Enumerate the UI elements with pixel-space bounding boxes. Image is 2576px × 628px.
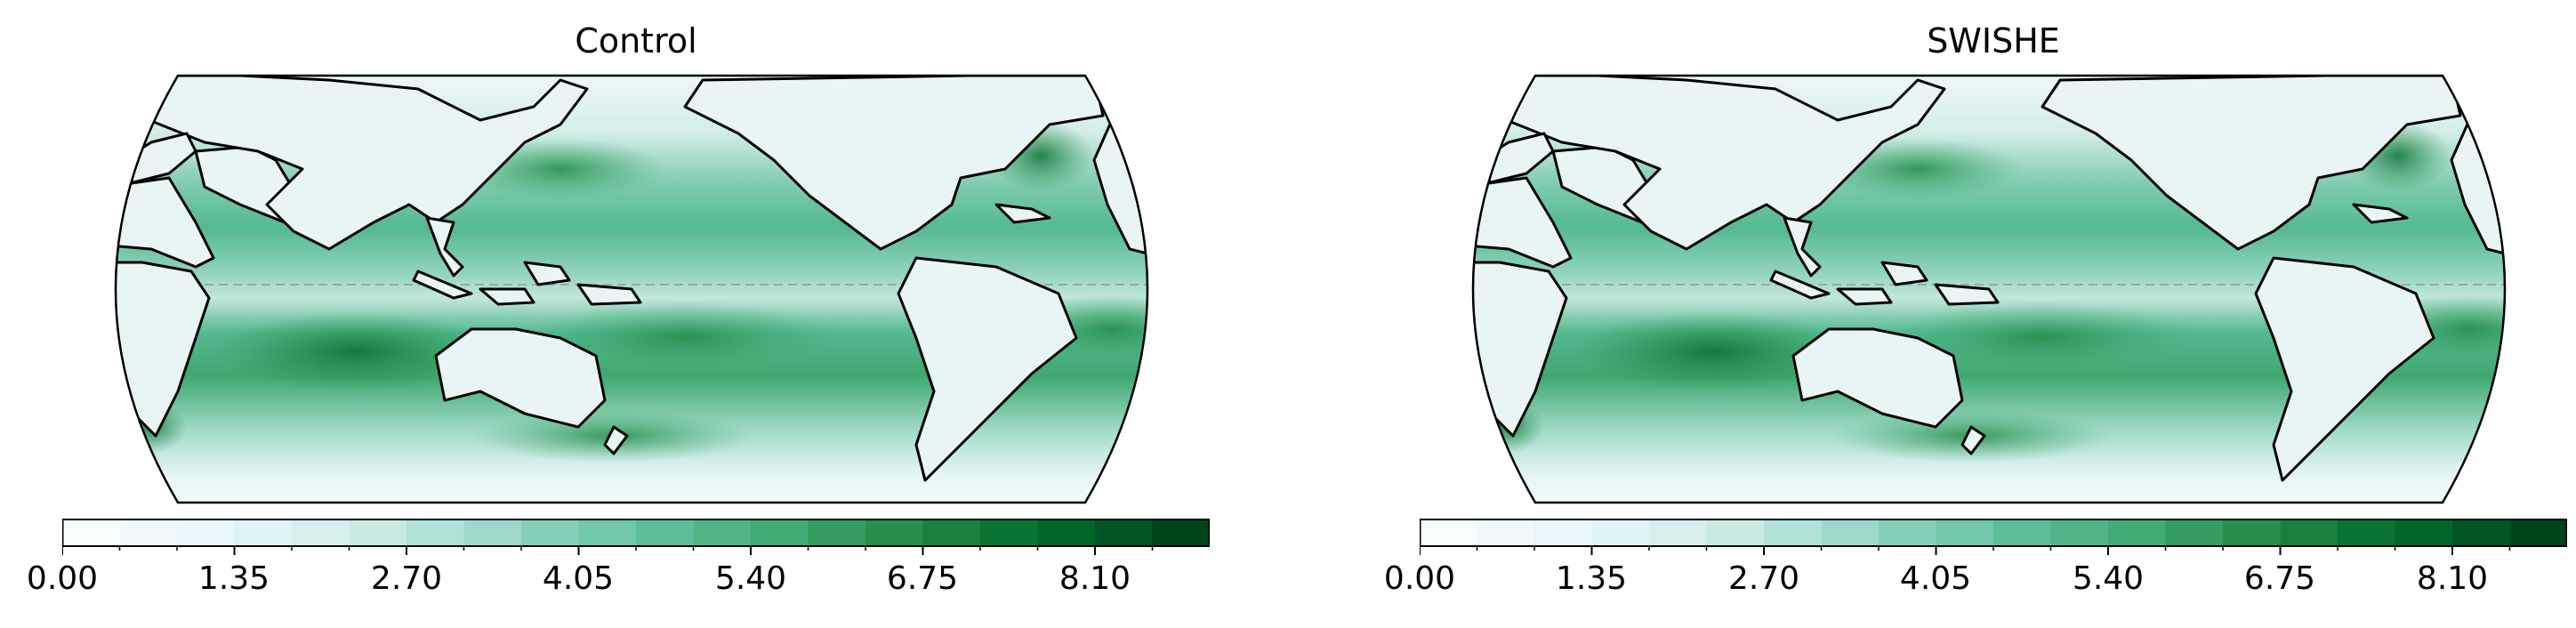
- colorbar-level: [1095, 519, 1154, 546]
- colorbar-tick-label: 8.10: [2416, 560, 2489, 597]
- colorbar-level: [1420, 519, 1478, 546]
- map-title: Control: [575, 21, 697, 60]
- colorbar: [1420, 519, 2567, 555]
- colorbar-level: [1879, 519, 1937, 546]
- colorbar-level: [1936, 519, 1994, 546]
- colorbar-level: [119, 519, 178, 546]
- map-control: [114, 74, 1149, 504]
- colorbar-level: [407, 519, 465, 546]
- colorbar-level: [636, 519, 695, 546]
- colorbar-level: [693, 519, 752, 546]
- colorbar-level: [578, 519, 637, 546]
- colorbar-level: [865, 519, 924, 546]
- colorbar-level: [463, 519, 522, 546]
- colorbar-level: [751, 519, 809, 546]
- colorbar-level: [2165, 519, 2224, 546]
- colorbar-level: [521, 519, 580, 546]
- colorbar-level: [234, 519, 293, 546]
- colorbar-level: [2509, 519, 2567, 546]
- colorbar-tick-label: 5.40: [714, 560, 787, 597]
- colorbar-level: [2280, 519, 2339, 546]
- colorbar-tick-label: 5.40: [2072, 560, 2145, 597]
- colorbar-level: [2338, 519, 2396, 546]
- colorbar-level: [922, 519, 981, 546]
- colorbar-level: [1993, 519, 2052, 546]
- colorbar-tick-label: 0.00: [26, 560, 99, 597]
- colorbar-level: [292, 519, 350, 546]
- colorbar-level: [2108, 519, 2167, 546]
- colorbar-level: [349, 519, 407, 546]
- map-panel-swishe: SWISHE: [1384, 0, 2567, 628]
- colorbar-tick-label: 2.70: [370, 560, 443, 597]
- colorbar-tick-label: 0.00: [1383, 560, 1456, 597]
- colorbar-tick-label: 1.35: [197, 560, 270, 597]
- colorbar-level: [1037, 519, 1096, 546]
- colorbar-level: [1591, 519, 1650, 546]
- colorbar-level: [808, 519, 866, 546]
- map-panel-control: Control: [27, 0, 1210, 628]
- colorbar-level: [2395, 519, 2453, 546]
- colorbar-level: [1649, 519, 1708, 546]
- colorbar-level: [2050, 519, 2109, 546]
- colorbar-level: [1477, 519, 1535, 546]
- colorbar-tick-label: 4.05: [1899, 560, 1972, 597]
- colorbar-level: [177, 519, 236, 546]
- colorbar-level: [1821, 519, 1880, 546]
- colorbar-tick-label: 6.75: [2243, 560, 2316, 597]
- colorbar-tick-label: 6.75: [886, 560, 959, 597]
- colorbar-level: [2223, 519, 2282, 546]
- colorbar-tick-label: 8.10: [1059, 560, 1131, 597]
- map-title: SWISHE: [1927, 21, 2060, 60]
- colorbar-tick-label: 2.70: [1727, 560, 1800, 597]
- colorbar-level: [980, 519, 1039, 546]
- colorbar-level: [1152, 519, 1210, 546]
- colorbar: [62, 519, 1210, 555]
- colorbar-level: [1534, 519, 1593, 546]
- colorbar-level: [1706, 519, 1765, 546]
- colorbar-level: [2452, 519, 2511, 546]
- colorbar-level: [1764, 519, 1823, 546]
- colorbar-level: [62, 519, 121, 546]
- map-swishe: [1471, 74, 2507, 504]
- colorbar-tick-label: 1.35: [1555, 560, 1628, 597]
- colorbar-tick-label: 4.05: [542, 560, 615, 597]
